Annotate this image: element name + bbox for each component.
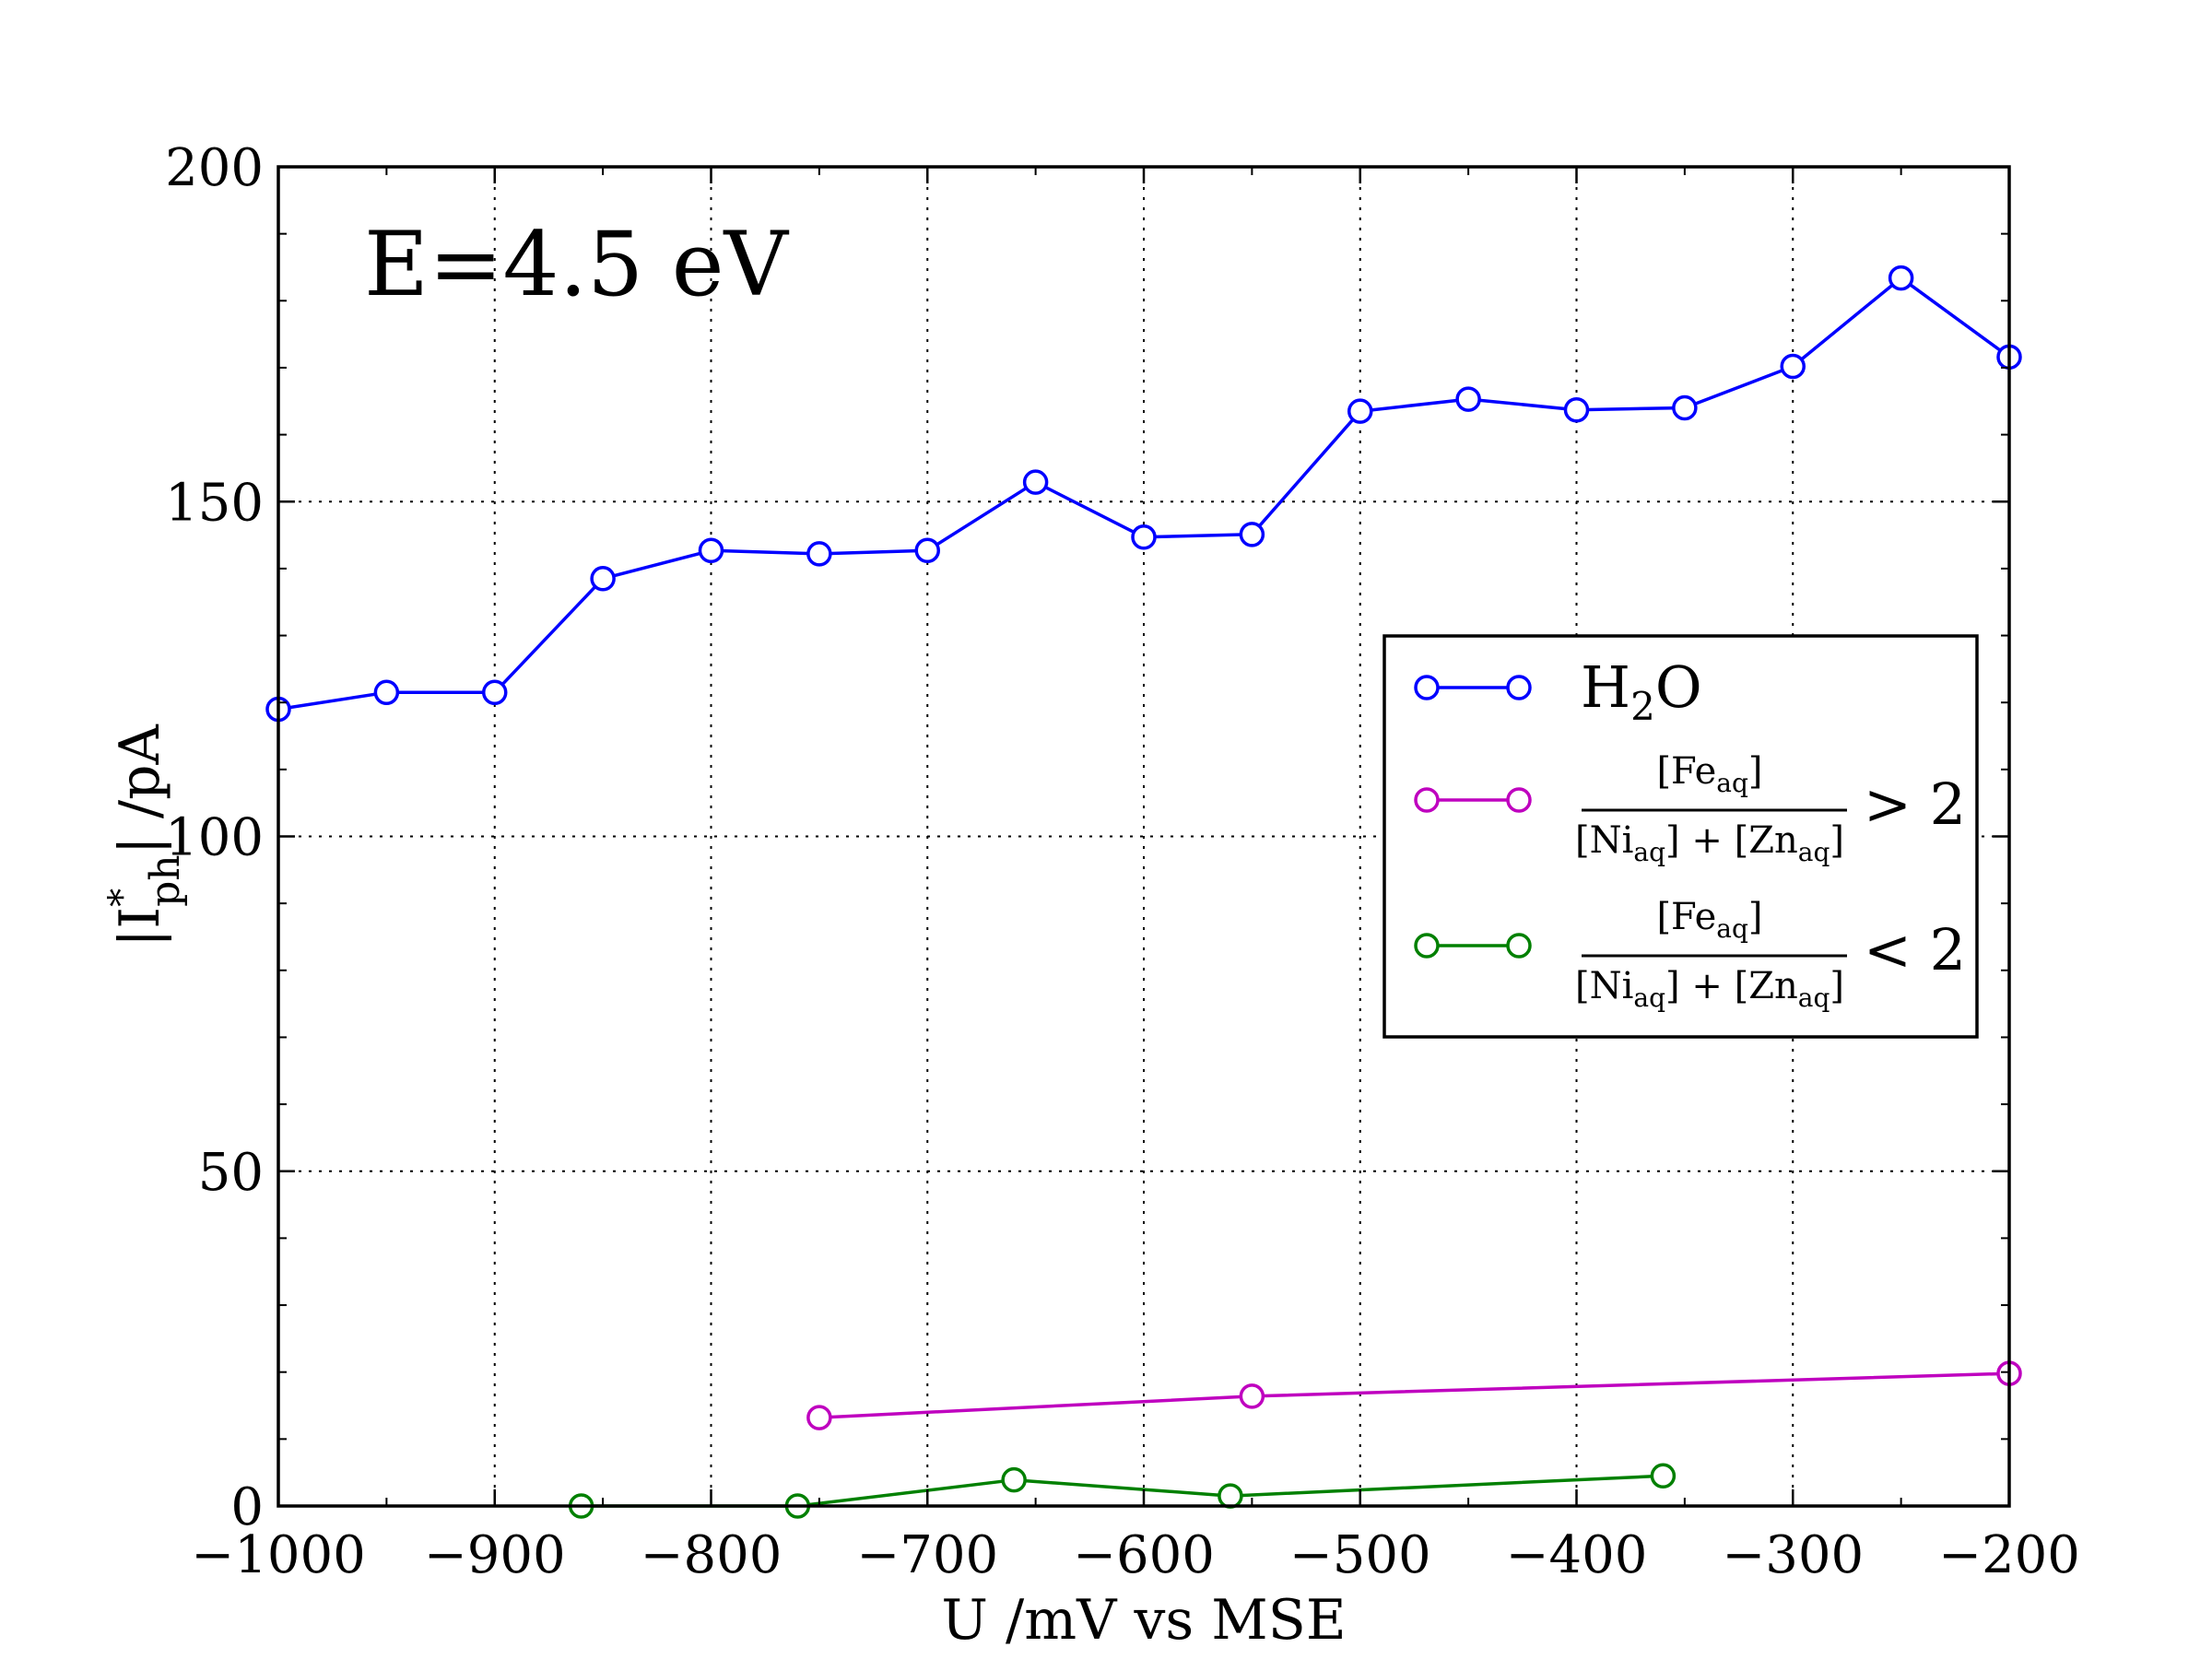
legend-label-ratio-gt2: [Feaq] [Niaq] + [Znaq] > 2 [1575, 750, 1966, 867]
legend: H2O [Feaq] [Niaq] + [Znaq] > 2 [Feaq] [N… [1382, 634, 1979, 1039]
x-tick-label: −400 [1506, 1525, 1648, 1585]
y-tick-label: 50 [198, 1143, 264, 1203]
x-tick-label: −300 [1722, 1525, 1864, 1585]
y-tick-label: 200 [165, 138, 264, 198]
svg-text:> 2: > 2 [1864, 771, 1966, 838]
data-point [806, 541, 832, 567]
x-axis-label: U /mV vs MSE [941, 1588, 1346, 1653]
svg-text:[Niaq] + [Znaq]: [Niaq] + [Znaq] [1575, 819, 1844, 867]
data-point [806, 1405, 832, 1430]
data-point [1001, 1466, 1027, 1493]
data-point [1239, 1383, 1265, 1409]
data-point [1347, 398, 1373, 424]
data-point [1022, 469, 1049, 495]
data-point [1888, 265, 1914, 291]
data-point [1239, 522, 1265, 547]
data-point [698, 537, 724, 564]
data-point [1218, 1483, 1243, 1509]
legend-swatch-marker [1506, 787, 1532, 813]
legend-swatch-marker [1506, 675, 1532, 700]
tick-labels: −1000 −900 −800 −700 −600 −500 −400 −300 −200 0 50… [165, 138, 2080, 1585]
data-point [482, 679, 508, 706]
y-tick-label: 0 [230, 1477, 264, 1537]
legend-swatch [1414, 787, 1532, 813]
svg-text:H2O: H2O [1581, 653, 1702, 729]
data-point [373, 679, 400, 706]
x-tick-label: −700 [856, 1525, 998, 1585]
data-point [590, 566, 616, 592]
legend-swatch-marker [1414, 933, 1440, 959]
legend-swatch [1414, 933, 1532, 959]
legend-box [1382, 634, 1979, 1039]
legend-swatch-marker [1506, 933, 1532, 959]
legend-label-h2o: H2O [1581, 653, 1702, 729]
legend-markers [1414, 675, 1532, 959]
data-point [1455, 386, 1481, 412]
svg-text:[Feaq]: [Feaq] [1656, 750, 1762, 798]
annotation-energy: E=4.5 eV [364, 213, 790, 316]
data-point [1650, 1463, 1677, 1489]
x-tick-label: −900 [424, 1525, 566, 1585]
data-point [1563, 396, 1590, 423]
legend-swatch [1414, 675, 1532, 700]
x-tick-label: −200 [1938, 1525, 2080, 1585]
x-tick-label: −500 [1289, 1525, 1431, 1585]
legend-swatch-marker [1414, 787, 1440, 813]
x-tick-label: −600 [1073, 1525, 1215, 1585]
data-point [1672, 394, 1698, 421]
y-tick-label: 150 [165, 473, 264, 533]
data-point [1780, 353, 1806, 380]
data-point [1131, 524, 1157, 550]
data-point [914, 537, 940, 564]
legend-swatch-marker [1414, 675, 1440, 700]
x-tick-label: −800 [641, 1525, 782, 1585]
svg-text:< 2: < 2 [1864, 916, 1966, 983]
y-tick-label: 100 [165, 808, 264, 868]
axis-ticks [276, 165, 2011, 1508]
x-tick-label: −1000 [191, 1525, 365, 1585]
